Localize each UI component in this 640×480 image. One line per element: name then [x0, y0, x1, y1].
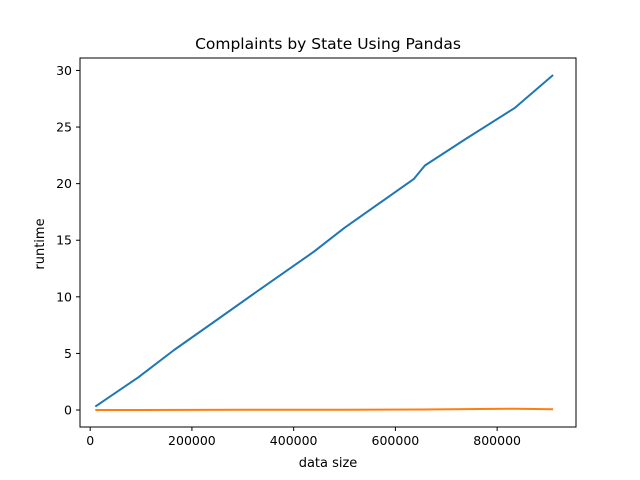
y-tick-label: 20 [56, 176, 72, 191]
x-tick-label: 0 [86, 433, 94, 448]
y-tick-label: 25 [56, 120, 72, 135]
y-tick-label: 5 [64, 346, 72, 361]
y-axis-label: runtime [33, 218, 48, 269]
y-tick-label: 30 [56, 63, 72, 78]
y-tick-label: 10 [56, 289, 72, 304]
series-line-2 [95, 407, 554, 411]
y-tick-label: 15 [56, 233, 72, 248]
plot-area: 0 200000 400000 600000 800000 0 5 10 15 20 25 30 [56, 57, 577, 448]
x-tick-label: 800000 [473, 433, 521, 448]
x-axis-label: data size [299, 456, 358, 471]
x-tick-label: 200000 [168, 433, 216, 448]
x-tick-label: 400000 [270, 433, 318, 448]
plot-frame [79, 57, 577, 428]
x-tick-label: 600000 [372, 433, 420, 448]
y-tick-label: 0 [64, 403, 72, 418]
series-line-1 [94, 74, 554, 408]
chart-title: Complaints by State Using Pandas [195, 35, 461, 53]
